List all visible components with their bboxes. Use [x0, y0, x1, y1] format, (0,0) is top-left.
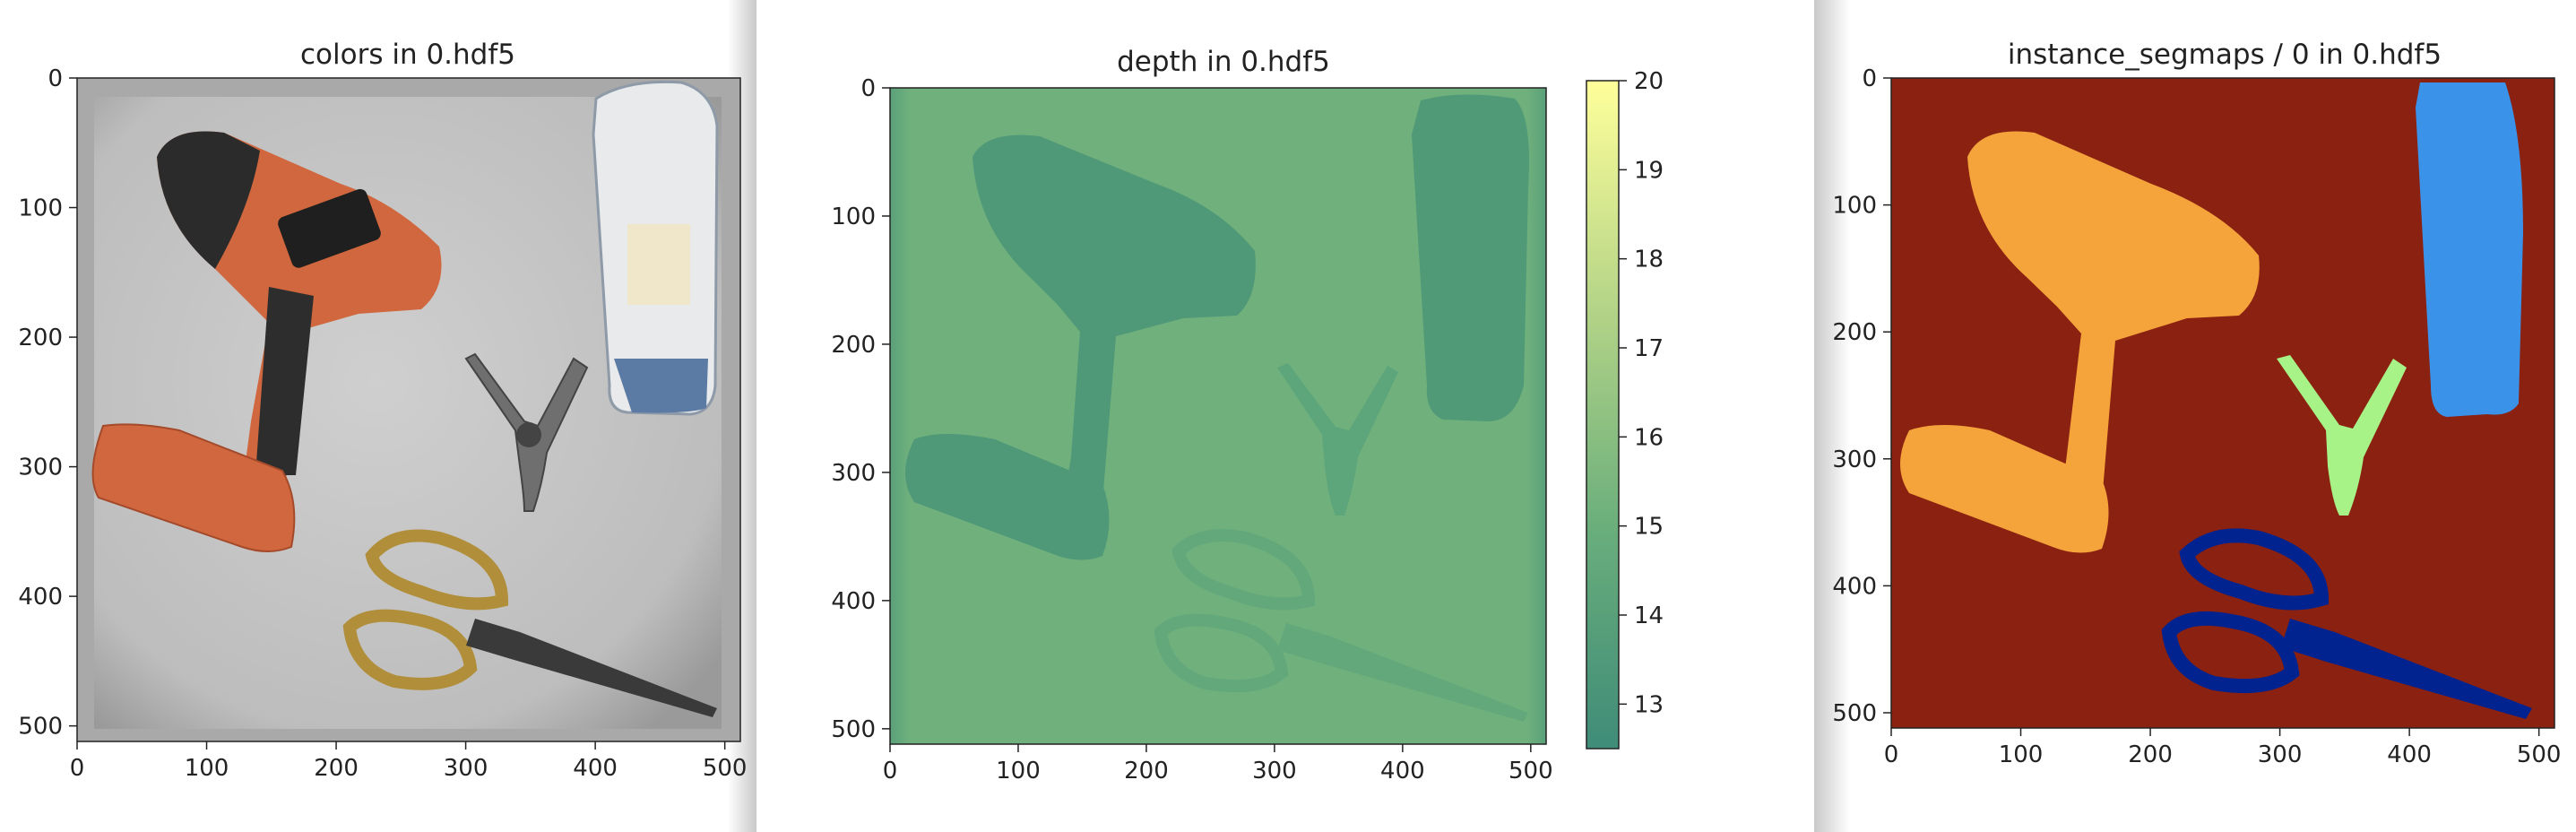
panel-title-depth: depth in 0.hdf5	[1117, 46, 1330, 78]
y-tick-label: 0	[1862, 65, 1877, 92]
y-tick-label: 500	[831, 716, 876, 743]
x-tick-label: 100	[185, 755, 229, 782]
depth-scissors-handle-bottom	[1154, 613, 1289, 693]
y-tick-label: 500	[18, 714, 63, 741]
x-tick-label: 0	[883, 758, 898, 784]
drill-chuck	[157, 131, 260, 269]
y-tick-label: 100	[18, 195, 63, 222]
colorbar-tick-label: 20	[1634, 68, 1664, 95]
y-tick-label: 200	[18, 325, 63, 351]
x-tick-label: 200	[314, 755, 359, 782]
panel-depth: depth in 0.hdf5 0 100 200 300 400 500 0 100 200 3…	[831, 46, 1664, 784]
colorbar-ticks: 13 14 15 16 17 18 19 20	[1619, 68, 1664, 718]
y-tick-label: 100	[831, 204, 876, 230]
drill-battery	[91, 423, 296, 552]
depth-axes-frame	[889, 87, 1547, 745]
panel-title-segmaps: instance_segmaps / 0 in 0.hdf5	[2008, 39, 2442, 71]
segmaps-axes-frame	[1890, 77, 2555, 729]
depth-scissors-handle-top	[1171, 529, 1316, 611]
x-tick-label: 500	[2517, 741, 2562, 768]
y-tick-label: 0	[860, 75, 876, 102]
seg-drill-battery	[1900, 425, 2109, 553]
drill-logo	[278, 188, 381, 268]
y-tick-label: 200	[1832, 319, 1877, 346]
colorbar-tick-label: 13	[1634, 691, 1664, 718]
y-tick-label: 400	[831, 588, 876, 615]
scissors-handle-top	[365, 529, 509, 611]
x-tick-label: 400	[2387, 741, 2432, 768]
panel-divider-right	[1814, 0, 1850, 832]
depth-drill-battery	[905, 434, 1110, 560]
segmaps-image	[1891, 78, 2554, 728]
drill-grip	[255, 287, 314, 475]
bottle-cap	[614, 359, 708, 413]
x-tick-label: 100	[1999, 741, 2044, 768]
depth-scissors-blades	[1277, 623, 1528, 722]
panel-segmaps: instance_segmaps / 0 in 0.hdf5 0 100 200 30…	[1832, 39, 2561, 768]
depth-drill-body	[972, 134, 1256, 539]
depth-image	[890, 88, 1546, 744]
x-tick-label: 300	[1252, 758, 1297, 784]
colors-ticks: 0 100 200 300 400 500 0 100 200 300 400 500	[18, 65, 747, 782]
colors-image	[77, 78, 740, 741]
seg-clamp	[2277, 355, 2407, 516]
scissors-handle-bottom	[342, 609, 478, 690]
colors-axes-frame	[76, 77, 741, 742]
x-tick-label: 500	[1508, 758, 1553, 784]
panel-title-colors: colors in 0.hdf5	[300, 39, 515, 71]
scissors-blades	[466, 619, 717, 717]
y-tick-label: 500	[1832, 700, 1877, 727]
clamp-spring	[516, 422, 541, 447]
y-tick-label: 300	[831, 460, 876, 487]
colorbar-tick-label: 14	[1634, 602, 1664, 629]
segmaps-ticks: 0 100 200 300 400 500 0 100 200 300 400 500	[1832, 65, 2561, 768]
x-tick-label: 100	[996, 758, 1041, 784]
y-tick-label: 300	[18, 455, 63, 481]
y-tick-label: 400	[1832, 573, 1877, 600]
colorbar-tick-label: 18	[1634, 247, 1664, 273]
depth-clamp	[1277, 363, 1398, 516]
x-tick-label: 400	[573, 755, 618, 782]
depth-ticks: 0 100 200 300 400 500 0 100 200 300 400 500	[831, 75, 1552, 784]
depth-bottle	[1412, 94, 1529, 422]
y-tick-label: 100	[1832, 193, 1877, 220]
y-tick-label: 200	[831, 332, 876, 359]
seg-scissors-handle-top	[2179, 528, 2330, 611]
y-tick-label: 300	[1832, 446, 1877, 473]
seg-scissors-handle-bottom	[2161, 611, 2300, 694]
depth-colorbar	[1586, 80, 1620, 750]
y-tick-label: 0	[48, 65, 63, 92]
colorbar-tick-label: 17	[1634, 335, 1664, 362]
seg-bottle	[2416, 82, 2523, 417]
x-tick-label: 500	[703, 755, 748, 782]
y-tick-label: 400	[18, 584, 63, 611]
x-tick-label: 0	[1884, 741, 1899, 768]
colorbar-tick-label: 16	[1634, 424, 1664, 451]
x-tick-label: 400	[1380, 758, 1425, 784]
colorbar-tick-label: 15	[1634, 514, 1664, 541]
x-tick-label: 300	[2258, 741, 2303, 768]
seg-scissors-blades	[2281, 619, 2532, 719]
seg-drill-body	[1967, 131, 2260, 547]
bottle-label	[627, 224, 690, 305]
x-tick-label: 200	[1124, 758, 1169, 784]
x-tick-label: 300	[444, 755, 488, 782]
x-tick-label: 200	[2128, 741, 2173, 768]
x-tick-label: 0	[70, 755, 85, 782]
panel-colors: colors in 0.hdf5 0 100 200 300 400 500 0 100 200…	[18, 39, 747, 782]
colorbar-tick-label: 19	[1634, 157, 1664, 184]
